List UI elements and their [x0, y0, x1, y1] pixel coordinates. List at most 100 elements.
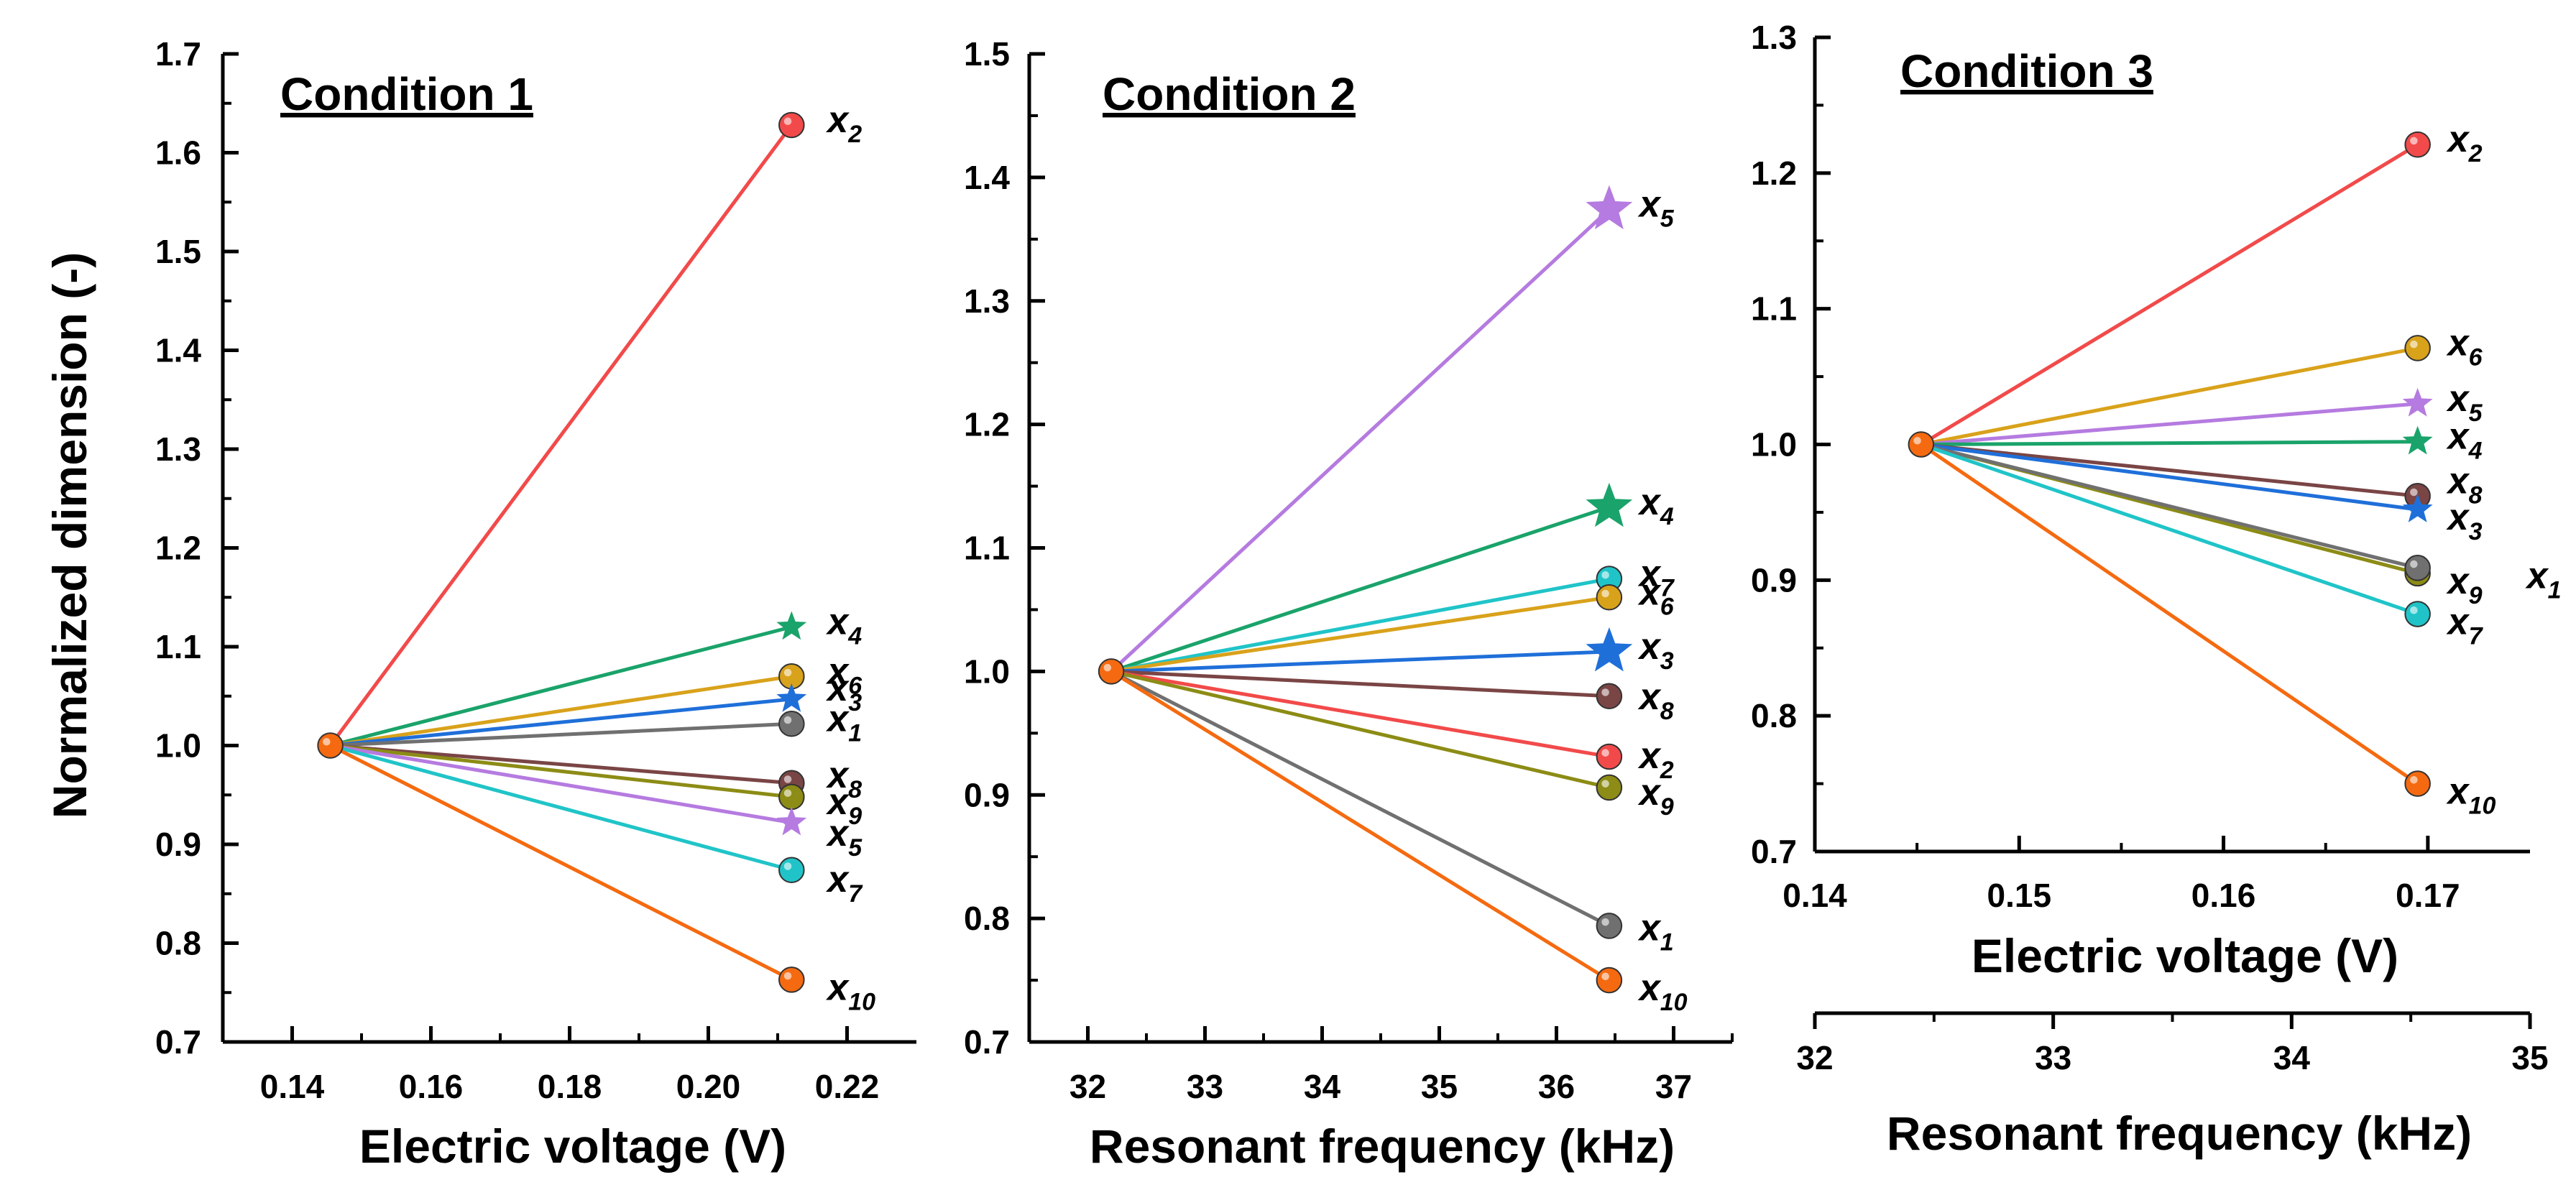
panel-title: Condition 2 [1103, 68, 1356, 120]
y-tick-label: 1.3 [964, 282, 1010, 320]
series-line-x8 [330, 744, 792, 785]
series-label-x4: x4 [825, 601, 862, 650]
series-label-x6: x6 [2446, 322, 2483, 371]
series-line-x4 [329, 625, 792, 747]
series-line-x9 [330, 744, 792, 799]
series-line-x7 [1110, 577, 1610, 673]
series-marker-x6 [1596, 583, 1623, 611]
y-tick-label: 1.4 [155, 332, 201, 369]
series-line-x10 [1110, 670, 1611, 982]
y-tick-label: 1.7 [155, 35, 201, 73]
series-line-x10 [1920, 443, 2419, 785]
series-marker-x2 [778, 111, 805, 139]
series-marker-x7-highlight [2410, 606, 2418, 614]
series-marker-x3 [1586, 627, 1633, 672]
origin-marker [1098, 658, 1125, 685]
series-marker-x1-highlight [1601, 918, 1609, 926]
series-marker-x10-highlight [1601, 972, 1609, 981]
secondary-x-tick-label: 32 [1796, 1039, 1833, 1076]
series-label-x8: x8 [825, 755, 862, 803]
series-marker-x8-highlight [2410, 488, 2418, 497]
series-marker-x1 [1596, 913, 1623, 939]
x-tick-label: 0.16 [399, 1068, 464, 1105]
series-line-x3 [1111, 650, 1609, 673]
x-axis-title: Electric voltage (V) [359, 1120, 786, 1173]
origin-marker [1908, 431, 1935, 458]
series-label-x6: x6 [825, 650, 862, 699]
series-marker-x8-highlight [783, 775, 792, 783]
series-label-x10: x10 [825, 966, 875, 1015]
series-label-x10: x10 [2446, 771, 2496, 820]
series-marker-x2-highlight [783, 117, 792, 125]
y-tick-label: 1.1 [964, 530, 1010, 567]
series-marker-x6-highlight [1601, 589, 1609, 598]
origin-marker [317, 732, 344, 759]
y-tick-label: 0.7 [155, 1023, 201, 1061]
series-line-x6 [1920, 346, 2419, 446]
panel-condition-2: Condition 2 Resonant frequency (kHz) 0.7… [964, 35, 1734, 1173]
series-line-x5 [1920, 402, 2418, 446]
secondary-x-tick-label: 34 [2273, 1039, 2311, 1076]
series-label-x7: x7 [2446, 601, 2484, 650]
y-tick-label: 0.9 [964, 776, 1010, 813]
x-tick-label: 35 [1421, 1068, 1458, 1105]
series-label-x10: x10 [1637, 967, 1688, 1016]
series-marker-x2 [1596, 743, 1623, 770]
panel-condition-3: Condition 3 Electric voltage (V) Resonan… [1751, 19, 2561, 1160]
y-tick-label: 1.2 [1751, 154, 1797, 192]
origin-marker-highlight [1103, 663, 1112, 672]
y-tick-label: 0.9 [155, 826, 201, 863]
y-tick-label: 1.0 [964, 652, 1010, 690]
series-label-x1: x1 [1637, 907, 1674, 956]
series-label-x9: x9 [1637, 772, 1674, 821]
secondary-x-axis-title: Resonant frequency (kHz) [1887, 1107, 2472, 1160]
series-label-x8: x8 [2446, 460, 2483, 509]
series-marker-x1 [2404, 555, 2431, 581]
series-label-x3: x3 [2446, 497, 2483, 545]
x-tick-label: 0.14 [1782, 877, 1847, 914]
y-tick-label: 0.8 [1751, 697, 1797, 734]
series-marker-x3 [776, 683, 807, 712]
series-marker-x1 [778, 710, 805, 737]
origin-marker-highlight [1913, 436, 1921, 445]
panel-condition-1: Normalized dimension (-) Condition 1 Ele… [43, 35, 916, 1173]
y-tick-label: 0.7 [1751, 833, 1797, 870]
series-line-x6 [1110, 595, 1610, 673]
secondary-x-tick-label: 35 [2511, 1039, 2548, 1076]
x-tick-label: 33 [1187, 1068, 1223, 1105]
series-line-x10 [329, 744, 793, 982]
series-label-x7: x7 [1637, 553, 1675, 601]
series-marker-x3 [2402, 494, 2433, 522]
x-tick-label: 37 [1655, 1068, 1692, 1105]
series-marker-x9 [778, 783, 805, 811]
series-line-x3 [1920, 443, 2418, 512]
y-tick-label: 1.2 [155, 530, 201, 567]
x-tick-label: 0.18 [538, 1068, 602, 1105]
series-marker-x6-highlight [2410, 340, 2418, 349]
y-tick-label: 1.3 [155, 430, 201, 468]
y-tick-label: 1.4 [964, 159, 1010, 196]
y-tick-label: 0.8 [155, 925, 201, 962]
series-marker-x10 [778, 966, 805, 993]
series-label-x4: x4 [2446, 416, 2483, 465]
series-label-x4: x4 [1637, 481, 1674, 530]
x-tick-label: 0.16 [2191, 877, 2256, 914]
series-label-x9: x9 [2446, 560, 2483, 609]
y-tick-label: 0.9 [1751, 561, 1797, 599]
series-line-x7 [1920, 443, 2419, 616]
x-tick-label: 34 [1304, 1068, 1341, 1105]
series-marker-x9 [1596, 774, 1623, 801]
series-label-x9: x9 [825, 781, 862, 830]
x-tick-label: 0.14 [260, 1068, 325, 1105]
series-marker-x2-highlight [1601, 749, 1609, 757]
y-tick-label: 1.3 [1751, 19, 1797, 56]
x-tick-label: 0.20 [676, 1068, 741, 1105]
x-axis-title: Resonant frequency (kHz) [1090, 1120, 1675, 1173]
series-line-x9 [1110, 669, 1610, 790]
series-line-x7 [329, 744, 792, 872]
series-label-x1: x1 [825, 698, 862, 747]
series-marker-x9-highlight [783, 789, 792, 797]
series-marker-x5 [776, 806, 807, 836]
series-marker-x7-highlight [783, 862, 792, 870]
series-marker-x7 [2404, 601, 2431, 627]
